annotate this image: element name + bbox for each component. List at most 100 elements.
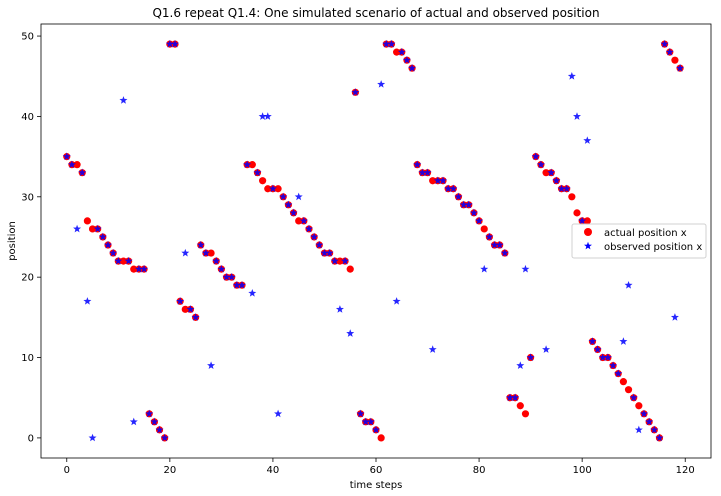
observed-point <box>573 112 581 120</box>
observed-point <box>629 393 638 402</box>
x-tick-label: 100 <box>573 465 592 476</box>
observed-point <box>165 39 174 48</box>
observed-point <box>109 248 118 257</box>
observed-point <box>186 305 195 313</box>
observed-point <box>506 393 514 402</box>
observed-point <box>516 361 525 369</box>
observed-point <box>325 248 334 257</box>
x-tick-label: 20 <box>163 465 176 476</box>
observed-point <box>598 353 607 361</box>
observed-point <box>73 224 82 233</box>
observed-point <box>650 425 659 434</box>
observed-point <box>640 409 648 418</box>
observed-point <box>459 200 468 209</box>
actual-point <box>619 378 627 386</box>
observed-point <box>562 184 571 193</box>
observed-point <box>531 152 540 161</box>
legend-marker-actual <box>584 228 592 236</box>
observed-point <box>232 281 241 289</box>
observed-point <box>418 168 427 177</box>
observed-point <box>614 369 623 378</box>
observed-point <box>150 417 159 426</box>
observed-point <box>171 39 179 48</box>
legend-label-actual: actual position x <box>604 228 687 239</box>
actual-point <box>671 56 679 64</box>
observed-point <box>480 264 489 273</box>
x-tick-label: 80 <box>473 465 486 476</box>
actual-point <box>480 225 488 233</box>
observed-point <box>114 256 123 265</box>
observed-point <box>227 272 236 281</box>
observed-point <box>155 425 164 434</box>
observed-point <box>315 240 324 249</box>
actual-point <box>568 193 576 201</box>
actual-point <box>583 217 591 225</box>
observed-point <box>207 361 216 369</box>
observed-point <box>356 409 365 418</box>
observed-point <box>423 168 432 177</box>
actual-point <box>393 48 401 56</box>
observed-point <box>351 88 360 96</box>
observed-point <box>469 208 478 217</box>
observed-point <box>305 224 313 233</box>
observed-point <box>320 248 329 257</box>
observed-point <box>129 417 138 426</box>
actual-point <box>73 161 81 169</box>
observed-point <box>284 200 293 209</box>
observed-point <box>464 200 473 209</box>
x-axis-label: time steps <box>350 480 403 491</box>
observed-point <box>119 96 128 104</box>
actual-point <box>624 386 633 394</box>
observed-point <box>268 184 277 193</box>
observed-point <box>526 353 535 361</box>
series-layer <box>62 39 685 442</box>
observed-point <box>263 112 272 120</box>
x-tick-label: 40 <box>267 465 280 476</box>
observed-point <box>160 433 169 442</box>
actual-point <box>83 217 91 225</box>
observed-point <box>624 281 633 289</box>
x-tick-label: 0 <box>64 465 70 476</box>
observed-point <box>299 216 308 225</box>
chart-title: Q1.6 repeat Q1.4: One simulated scenario… <box>152 6 599 20</box>
legend-marker-observed <box>584 241 592 250</box>
observed-point <box>547 168 556 177</box>
observed-point <box>222 272 231 281</box>
observed-point <box>98 232 107 241</box>
observed-point <box>243 160 252 169</box>
observed-point <box>475 216 484 225</box>
actual-point <box>295 217 303 225</box>
observed-point <box>191 313 200 321</box>
legend: actual position x observed position x <box>571 223 707 259</box>
observed-point <box>134 264 143 273</box>
observed-point <box>536 160 545 169</box>
actual-point <box>259 177 267 185</box>
observed-point <box>557 184 566 193</box>
x-tick-label: 120 <box>676 465 695 476</box>
x-axis: 0 20 40 60 80 100 120 <box>64 458 695 476</box>
observed-point <box>274 409 283 418</box>
observed-point <box>176 297 185 305</box>
actual-point <box>377 434 385 442</box>
observed-point <box>670 313 679 321</box>
observed-point <box>588 337 597 345</box>
observed-point <box>279 192 288 201</box>
y-axis: 0 10 20 30 40 50 <box>21 32 41 444</box>
observed-point <box>382 39 391 48</box>
observed-point <box>392 297 401 305</box>
observed-point <box>248 289 257 297</box>
observed-point <box>238 281 246 289</box>
observed-point <box>500 248 509 257</box>
legend-box <box>571 223 707 259</box>
y-tick-label: 40 <box>21 112 34 123</box>
observed-point <box>665 47 674 56</box>
observed-point <box>609 361 618 369</box>
actual-point <box>542 169 550 177</box>
actual-point <box>181 305 189 313</box>
observed-point <box>552 176 561 185</box>
observed-point <box>439 176 447 185</box>
observed-point <box>67 160 76 169</box>
observed-point <box>104 240 112 249</box>
actual-point <box>207 249 215 257</box>
